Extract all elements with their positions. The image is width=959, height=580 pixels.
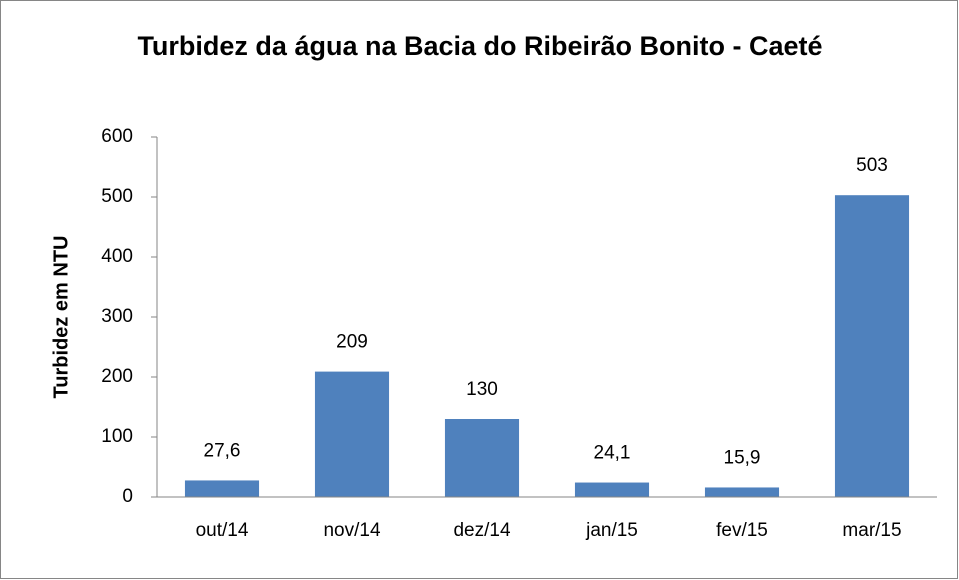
bar bbox=[834, 195, 910, 497]
x-tick-label: out/14 bbox=[196, 520, 249, 541]
bar bbox=[314, 371, 390, 497]
data-label: 24,1 bbox=[594, 443, 631, 464]
x-tick-label: nov/14 bbox=[323, 520, 380, 541]
x-tick-label: jan/15 bbox=[585, 520, 638, 541]
data-label: 27,6 bbox=[204, 440, 241, 461]
y-tick-label: 600 bbox=[101, 126, 133, 147]
y-tick-label: 300 bbox=[101, 306, 133, 327]
data-label: 209 bbox=[336, 332, 368, 353]
bar bbox=[184, 480, 260, 497]
x-tick-label: dez/14 bbox=[453, 520, 510, 541]
x-tick-label: mar/15 bbox=[842, 520, 901, 541]
y-tick-label: 400 bbox=[101, 246, 133, 267]
x-tick-label: fev/15 bbox=[716, 520, 768, 541]
y-tick-label: 0 bbox=[122, 486, 133, 507]
y-tick-label: 200 bbox=[101, 366, 133, 387]
bar bbox=[444, 419, 520, 497]
bar bbox=[574, 482, 650, 497]
y-tick-label: 100 bbox=[101, 426, 133, 447]
y-tick-label: 500 bbox=[101, 186, 133, 207]
data-label: 503 bbox=[856, 155, 888, 176]
data-label: 130 bbox=[466, 379, 498, 400]
y-axis-label: Turbidez em NTU bbox=[50, 236, 72, 399]
bar bbox=[704, 487, 780, 497]
data-label: 15,9 bbox=[724, 447, 761, 468]
chart-title: Turbidez da água na Bacia do Ribeirão Bo… bbox=[137, 31, 823, 61]
